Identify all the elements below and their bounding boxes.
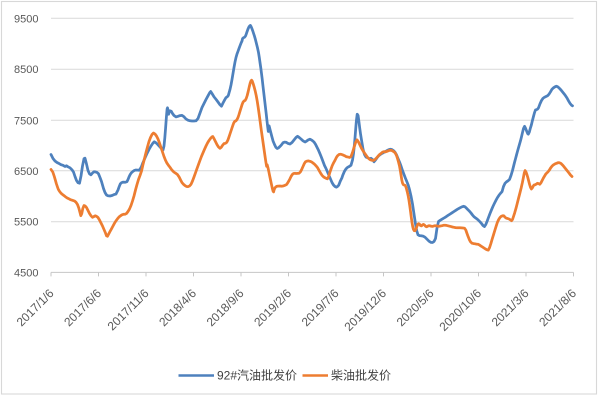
svg-text:5500: 5500: [14, 217, 38, 229]
svg-text:7500: 7500: [14, 115, 38, 127]
svg-text:9500: 9500: [14, 13, 38, 25]
svg-text:92#汽油批发价: 92#汽油批发价: [217, 368, 297, 383]
svg-text:4500: 4500: [14, 267, 38, 279]
svg-text:6500: 6500: [14, 166, 38, 178]
svg-text:8500: 8500: [14, 64, 38, 76]
svg-text:柴油批发价: 柴油批发价: [331, 368, 391, 383]
